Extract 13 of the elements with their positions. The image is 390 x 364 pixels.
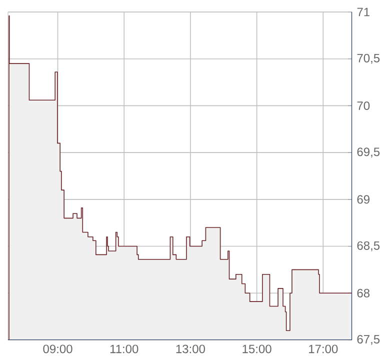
- y-tick-label: 67,5: [357, 335, 380, 345]
- y-tick-label: 68,5: [357, 241, 380, 252]
- x-tick-label: 09:00: [43, 344, 72, 354]
- y-tick-label: 68: [357, 288, 370, 298]
- x-tick-label: 15:00: [242, 344, 272, 354]
- y-tick-label: 71: [357, 8, 370, 16]
- y-tick-label: 69,5: [357, 148, 380, 158]
- y-tick-label: 70,5: [357, 54, 380, 64]
- x-tick-label: 11:00: [110, 344, 138, 354]
- y-tick-label: 69: [357, 195, 370, 204]
- x-tick-label: 13:00: [176, 344, 205, 354]
- x-tick-label: 17:00: [309, 344, 338, 354]
- y-tick-label: 70: [357, 101, 370, 110]
